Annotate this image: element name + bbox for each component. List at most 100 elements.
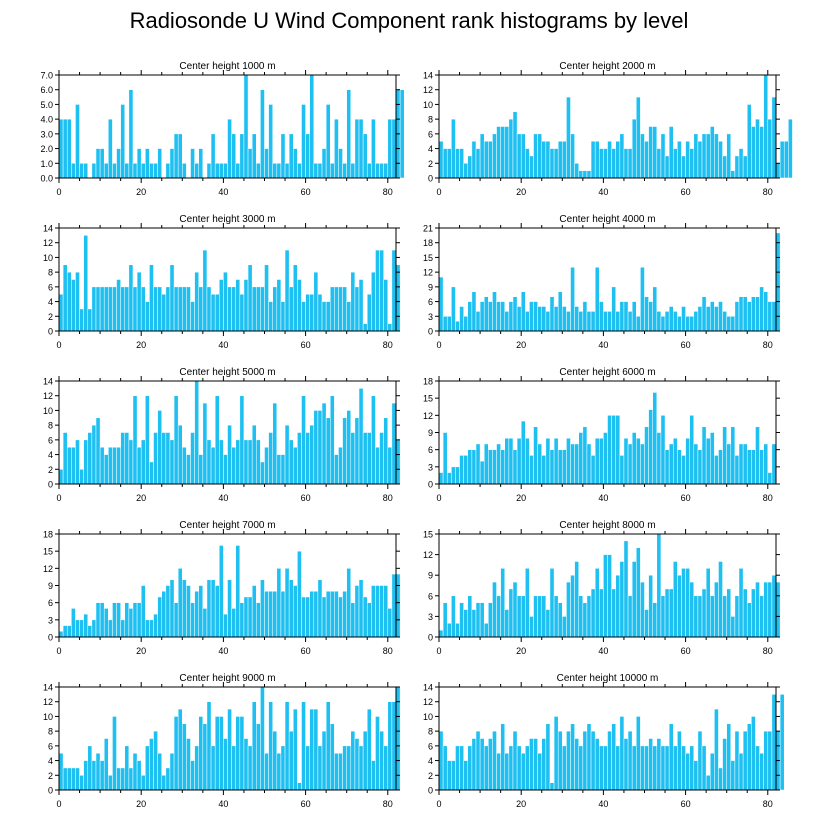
histogram-bar — [467, 155, 473, 179]
histogram-bar — [459, 745, 464, 791]
histogram-bar — [771, 96, 777, 179]
y-tick-label: 9 — [428, 571, 433, 581]
histogram-bar — [206, 701, 212, 791]
histogram-bar — [83, 439, 89, 485]
x-tick-label: 80 — [763, 646, 773, 656]
histogram-bar — [247, 596, 253, 638]
histogram-panel: Center height 10000 m 0 2 4 6 8 10 12 14 0 20 40 60 8… — [423, 673, 785, 809]
histogram-bar — [541, 595, 547, 638]
histogram-bar — [58, 631, 64, 638]
histogram-bar — [779, 140, 785, 179]
histogram-bar — [767, 472, 773, 485]
histogram-bar — [297, 782, 302, 791]
histogram-bar — [247, 264, 253, 332]
histogram-bar — [574, 163, 579, 179]
histogram-bar — [697, 140, 703, 179]
histogram-bar — [243, 596, 249, 638]
x-tick-label: 60 — [301, 646, 311, 656]
histogram-bar — [227, 118, 232, 179]
histogram-bar — [173, 286, 179, 332]
histogram-bar — [664, 588, 670, 638]
histogram-bar — [677, 449, 682, 485]
histogram-bar — [640, 745, 645, 791]
histogram-bar — [529, 616, 534, 638]
histogram-bar — [210, 446, 216, 485]
histogram-bar — [239, 395, 245, 485]
histogram-bar — [140, 775, 146, 791]
histogram-bar — [103, 286, 109, 332]
histogram-bar — [173, 716, 179, 791]
histogram-bar — [379, 249, 384, 332]
histogram-bar — [95, 148, 101, 179]
histogram-bar — [391, 249, 397, 332]
histogram-bar — [219, 279, 224, 332]
x-tick-label: 20 — [516, 340, 526, 350]
histogram-bar — [71, 279, 76, 332]
y-tick-label: 4 — [428, 144, 433, 154]
histogram-panel: Center height 5000 m 0 2 4 6 8 10 12 14 0 20 40 60 80 — [43, 367, 401, 503]
histogram-bar — [549, 449, 555, 485]
histogram-bar — [599, 148, 604, 179]
histogram-bar — [525, 745, 530, 791]
histogram-bar — [186, 286, 191, 332]
histogram-bar — [169, 439, 175, 485]
histogram-bar — [718, 140, 723, 179]
histogram-bar — [128, 439, 134, 485]
histogram-bar — [161, 775, 167, 791]
histogram-bar — [132, 395, 138, 485]
x-tick-label: 40 — [218, 493, 228, 503]
histogram-bar — [582, 170, 588, 179]
histogram-bar — [599, 745, 604, 791]
y-tick-label: 6 — [48, 435, 53, 445]
histogram-bar — [329, 163, 335, 179]
histogram-bar — [763, 730, 769, 791]
histogram-bar — [309, 708, 315, 791]
plot-frame — [438, 533, 777, 638]
histogram-bar — [479, 602, 485, 638]
histogram-bar — [272, 402, 278, 485]
y-tick-label: 4 — [48, 297, 53, 307]
histogram-bar — [483, 623, 489, 638]
x-tick-label: 20 — [136, 646, 146, 656]
x-tick-label: 20 — [136, 799, 146, 809]
histogram-bar — [190, 301, 195, 332]
histogram-bar — [689, 745, 695, 791]
histogram-bar — [235, 163, 241, 179]
histogram-bar — [471, 738, 477, 791]
histogram-bar — [128, 89, 134, 179]
y-tick-label: 3 — [48, 615, 53, 625]
histogram-bar — [463, 609, 469, 638]
histogram-bar — [640, 133, 645, 179]
x-tick-label: 60 — [301, 799, 311, 809]
histogram-bar — [479, 738, 485, 791]
histogram-bar — [759, 595, 764, 638]
histogram-bar — [594, 568, 600, 638]
histogram-bar — [709, 432, 715, 485]
y-tick-label: 14 — [43, 683, 53, 693]
histogram-bar — [71, 446, 76, 485]
x-tick-label: 80 — [383, 646, 393, 656]
histogram-bar — [358, 279, 364, 332]
histogram-bar — [309, 424, 315, 485]
histogram-bar — [75, 439, 80, 485]
histogram-bar — [272, 286, 278, 332]
histogram-bar — [463, 316, 469, 332]
panel-title: Center height 1000 m — [179, 61, 275, 72]
histogram-bar — [251, 585, 257, 638]
histogram-bar — [619, 455, 625, 485]
histogram-bar — [570, 723, 575, 791]
histogram-bar — [718, 449, 723, 485]
histogram-bar — [578, 432, 584, 485]
histogram-bar — [500, 723, 506, 791]
histogram-bar — [136, 271, 142, 332]
histogram-bar — [677, 316, 682, 332]
histogram-bar — [140, 286, 146, 332]
histogram-bar — [136, 602, 142, 638]
histogram-bar — [305, 596, 310, 638]
histogram-bar — [95, 417, 101, 485]
histogram-bar — [594, 266, 600, 332]
histogram-bar — [112, 716, 117, 791]
histogram-bar — [268, 432, 273, 485]
histogram-bar — [615, 745, 621, 791]
histogram-bar — [391, 402, 397, 485]
